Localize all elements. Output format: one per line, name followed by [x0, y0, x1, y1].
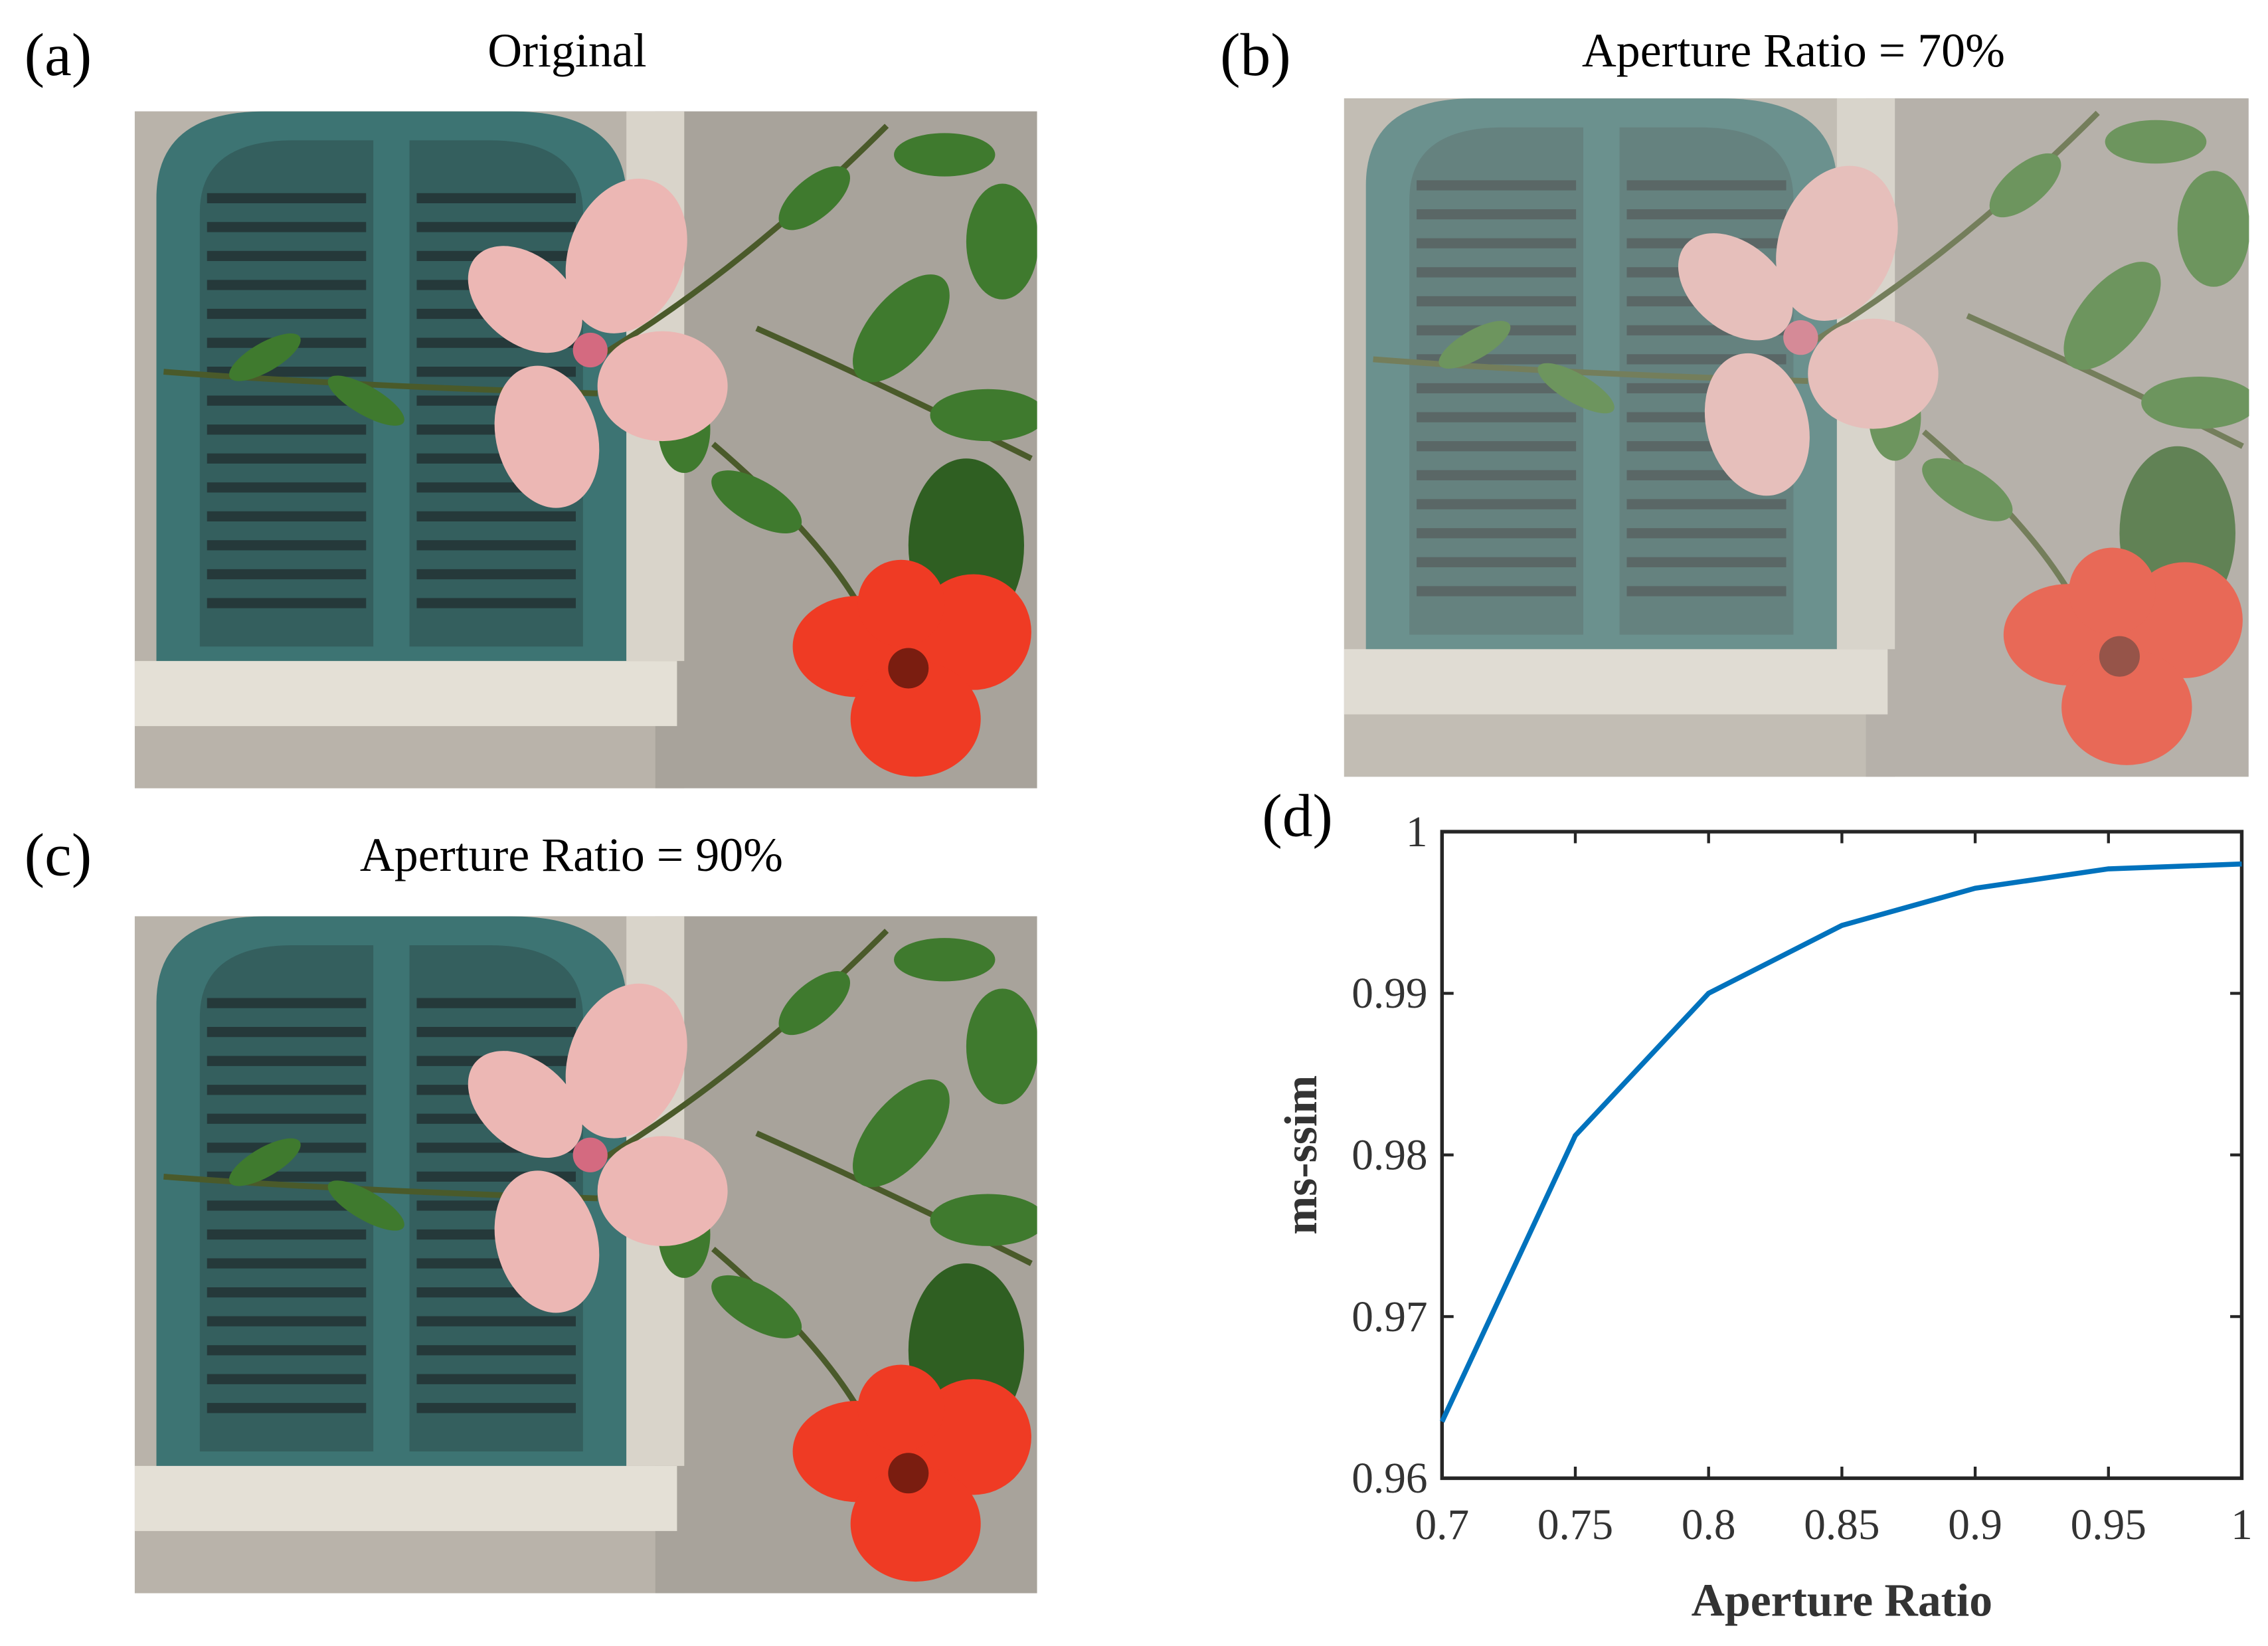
y-tick-label: 0.98 [1352, 1132, 1427, 1180]
x-tick-label: 0.95 [2071, 1501, 2146, 1549]
panel-label: (d) [1262, 782, 1333, 850]
chart: 0.7 0.75 0.8 0.85 0.9 0.95 1 0.96 0.97 0.98 0.99 1 A… [1276, 808, 2253, 1626]
y-tick-label: 0.97 [1352, 1293, 1427, 1341]
panel-title: Aperture Ratio = 90% [360, 828, 783, 881]
haze [1344, 98, 2249, 777]
panel-label: (c) [25, 821, 92, 888]
data-line [1439, 861, 2242, 1423]
y-tick-label: 0.99 [1352, 970, 1427, 1018]
x-axis-label: Aperture Ratio [1692, 1575, 1992, 1626]
y-tick-label: 1 [1406, 808, 1428, 856]
panel-title: Aperture Ratio = 70% [1582, 24, 2005, 77]
x-tick-label: 0.9 [1948, 1501, 2002, 1549]
x-tick-label: 0.7 [1415, 1501, 1469, 1549]
plot-frame [1440, 830, 2244, 1481]
x-tick-label: 0.85 [1804, 1501, 1879, 1549]
y-tick-label: 0.96 [1352, 1455, 1427, 1503]
panel-title: Original [487, 24, 646, 77]
x-tick-label: 0.75 [1537, 1501, 1613, 1549]
x-tick-label: 1 [2231, 1501, 2253, 1549]
photo [135, 112, 1046, 788]
panel-label: (a) [25, 21, 92, 88]
y-axis-label: ms-ssim [1276, 1075, 1327, 1235]
panel-label: (b) [1220, 21, 1291, 88]
x-tick-label: 0.8 [1682, 1501, 1736, 1549]
photo [135, 916, 1046, 1593]
